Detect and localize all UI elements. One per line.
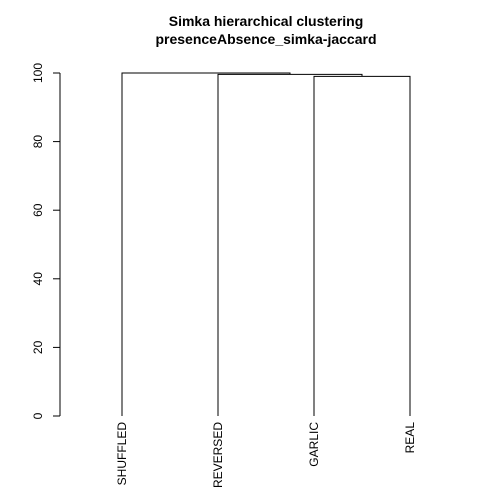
leaf-label-garlic: GARLIC [307, 422, 321, 467]
dendrogram-branch-3 [121, 72, 291, 416]
chart-subtitle: presenceAbsence_simka-jaccard [155, 31, 376, 47]
leaf-labels: SHUFFLED REVERSED GARLIC REAL [115, 422, 417, 488]
leaf-label-reversed: REVERSED [211, 422, 225, 488]
y-tick-label-100: 100 [31, 63, 45, 83]
y-axis: 0 20 40 60 80 100 [31, 63, 61, 419]
dendrogram-branch-2 [217, 73, 363, 416]
leaf-label-real: REAL [403, 422, 417, 454]
leaf-label-shuffled: SHUFFLED [115, 422, 129, 486]
dendrogram-tree [121, 72, 411, 416]
y-tick-label-20: 20 [31, 340, 45, 354]
y-tick-label-40: 40 [31, 272, 45, 286]
y-tick-label-0: 0 [31, 412, 45, 419]
y-tick-label-80: 80 [31, 135, 45, 149]
y-tick-label-60: 60 [31, 203, 45, 217]
chart-title: Simka hierarchical clustering [169, 13, 364, 29]
dendrogram-branch-1 [313, 75, 411, 416]
